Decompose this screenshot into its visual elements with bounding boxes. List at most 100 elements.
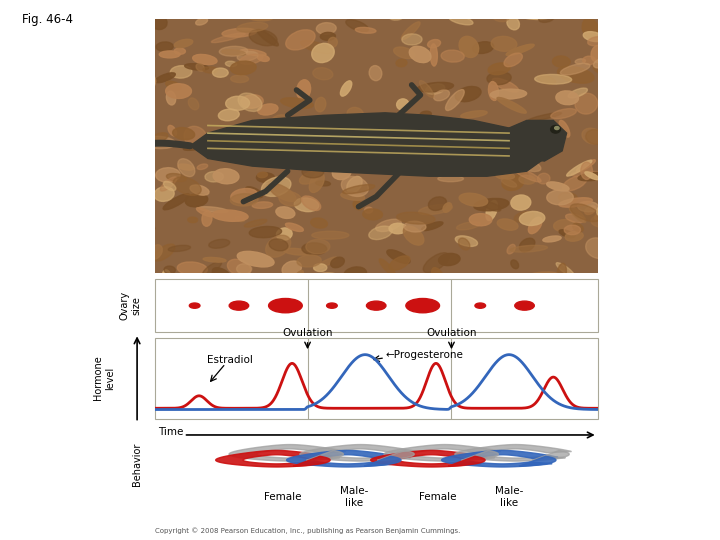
Polygon shape xyxy=(216,450,332,467)
Ellipse shape xyxy=(140,136,153,142)
Ellipse shape xyxy=(421,222,443,231)
Ellipse shape xyxy=(188,217,197,222)
Ellipse shape xyxy=(546,190,573,205)
Ellipse shape xyxy=(551,125,560,133)
Ellipse shape xyxy=(491,36,517,51)
Ellipse shape xyxy=(423,253,449,273)
Ellipse shape xyxy=(310,162,323,173)
Ellipse shape xyxy=(513,164,528,178)
Ellipse shape xyxy=(315,97,326,112)
Ellipse shape xyxy=(209,239,230,248)
Ellipse shape xyxy=(438,253,460,266)
Ellipse shape xyxy=(538,75,556,84)
Ellipse shape xyxy=(519,212,545,226)
Ellipse shape xyxy=(156,167,180,183)
Text: Hormone
level: Hormone level xyxy=(94,356,115,400)
Polygon shape xyxy=(532,450,570,461)
Ellipse shape xyxy=(184,126,207,149)
Ellipse shape xyxy=(279,129,313,145)
Ellipse shape xyxy=(571,171,608,178)
Ellipse shape xyxy=(363,209,382,220)
Ellipse shape xyxy=(178,159,195,177)
Ellipse shape xyxy=(230,75,248,83)
Ellipse shape xyxy=(488,63,510,75)
Polygon shape xyxy=(441,450,558,467)
Ellipse shape xyxy=(406,299,439,313)
Ellipse shape xyxy=(459,238,470,250)
Ellipse shape xyxy=(168,125,176,136)
Ellipse shape xyxy=(376,219,401,232)
Ellipse shape xyxy=(369,116,390,126)
Ellipse shape xyxy=(212,33,246,43)
Ellipse shape xyxy=(428,197,446,211)
Ellipse shape xyxy=(356,138,384,151)
Ellipse shape xyxy=(188,98,199,110)
Ellipse shape xyxy=(511,167,541,182)
Ellipse shape xyxy=(593,63,607,73)
Ellipse shape xyxy=(471,141,500,156)
Ellipse shape xyxy=(190,185,209,195)
Ellipse shape xyxy=(202,261,222,275)
Ellipse shape xyxy=(404,221,426,232)
Ellipse shape xyxy=(294,198,319,212)
Ellipse shape xyxy=(136,73,156,91)
Ellipse shape xyxy=(582,56,595,65)
Ellipse shape xyxy=(387,250,410,264)
Ellipse shape xyxy=(595,208,611,219)
Ellipse shape xyxy=(150,245,162,259)
Text: Female: Female xyxy=(264,492,302,502)
Text: Copyright © 2008 Pearson Education, Inc., publishing as Pearson Benjamin Cumming: Copyright © 2008 Pearson Education, Inc.… xyxy=(155,527,460,534)
Ellipse shape xyxy=(237,22,268,32)
Ellipse shape xyxy=(578,172,608,181)
Ellipse shape xyxy=(163,194,189,210)
Ellipse shape xyxy=(230,194,258,206)
Ellipse shape xyxy=(333,165,351,180)
Ellipse shape xyxy=(328,37,337,48)
Ellipse shape xyxy=(205,172,223,182)
Ellipse shape xyxy=(491,9,509,22)
Ellipse shape xyxy=(534,274,560,278)
Ellipse shape xyxy=(143,136,176,149)
Ellipse shape xyxy=(504,53,523,66)
Ellipse shape xyxy=(212,210,248,221)
Ellipse shape xyxy=(312,231,349,239)
Ellipse shape xyxy=(196,64,204,71)
Ellipse shape xyxy=(567,160,592,176)
Polygon shape xyxy=(300,444,416,461)
Ellipse shape xyxy=(212,68,228,77)
Ellipse shape xyxy=(316,23,336,34)
Ellipse shape xyxy=(279,192,302,206)
Ellipse shape xyxy=(222,28,256,37)
Ellipse shape xyxy=(306,239,330,254)
Ellipse shape xyxy=(341,192,365,200)
Ellipse shape xyxy=(258,104,278,115)
Ellipse shape xyxy=(276,228,292,240)
Ellipse shape xyxy=(396,59,407,67)
Ellipse shape xyxy=(173,127,194,140)
Ellipse shape xyxy=(161,177,177,191)
Text: Male-
like: Male- like xyxy=(340,486,368,508)
Ellipse shape xyxy=(257,30,279,46)
Ellipse shape xyxy=(386,132,402,147)
Ellipse shape xyxy=(486,200,498,220)
Ellipse shape xyxy=(225,96,250,110)
Ellipse shape xyxy=(535,75,572,84)
Ellipse shape xyxy=(312,43,334,63)
Ellipse shape xyxy=(282,261,302,276)
Ellipse shape xyxy=(344,267,366,281)
Ellipse shape xyxy=(330,122,351,133)
Ellipse shape xyxy=(347,107,364,121)
Ellipse shape xyxy=(463,139,497,144)
Ellipse shape xyxy=(166,84,192,98)
Ellipse shape xyxy=(528,113,562,121)
Ellipse shape xyxy=(397,212,435,224)
Text: Female: Female xyxy=(420,492,457,502)
Ellipse shape xyxy=(378,126,393,147)
Polygon shape xyxy=(448,456,485,466)
Ellipse shape xyxy=(557,264,567,284)
Ellipse shape xyxy=(585,172,599,180)
Ellipse shape xyxy=(249,30,277,46)
Ellipse shape xyxy=(166,81,181,90)
Ellipse shape xyxy=(554,126,559,130)
Ellipse shape xyxy=(459,36,479,57)
